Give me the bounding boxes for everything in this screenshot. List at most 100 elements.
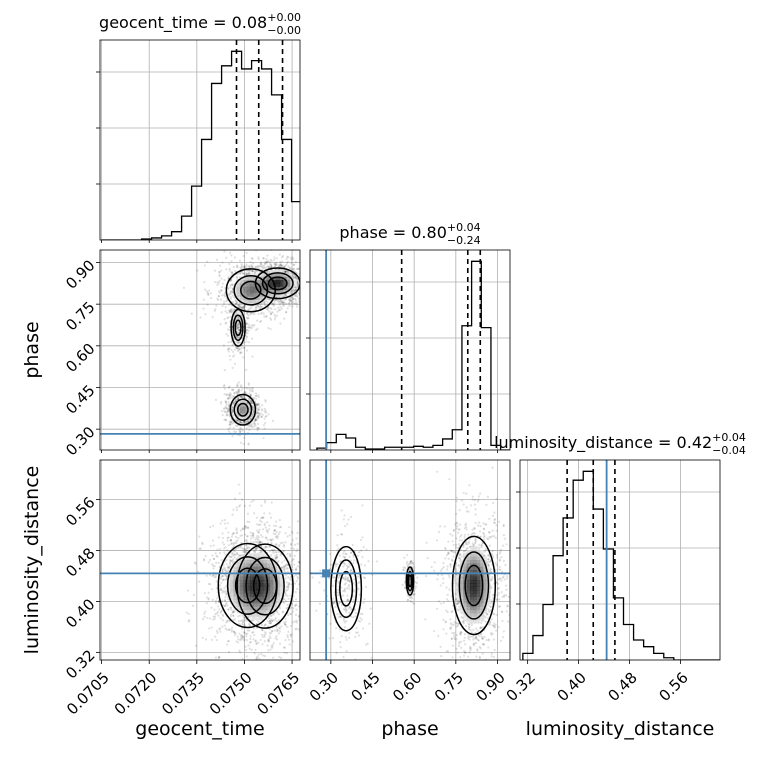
sample-point xyxy=(262,436,265,440)
sample-point xyxy=(218,551,221,555)
sample-point xyxy=(271,302,274,306)
sample-point xyxy=(256,265,259,268)
sample-point xyxy=(245,349,249,352)
sample-point xyxy=(253,652,256,655)
sample-point xyxy=(253,512,256,515)
sample-point xyxy=(270,553,273,557)
density-cell xyxy=(243,553,247,557)
sample-point xyxy=(301,283,303,285)
sample-point xyxy=(266,300,269,304)
sample-point xyxy=(280,566,283,569)
sample-point xyxy=(249,313,252,316)
sample-point xyxy=(278,627,282,630)
sample-point xyxy=(257,427,260,430)
sample-point xyxy=(223,292,226,295)
sample-point xyxy=(286,535,289,538)
sample-point xyxy=(255,411,258,414)
sample-point xyxy=(251,257,254,260)
sample-point xyxy=(272,613,275,616)
sample-point xyxy=(228,394,231,397)
sample-point xyxy=(206,596,209,599)
sample-point xyxy=(209,292,212,295)
sample-point xyxy=(275,556,278,559)
sample-point xyxy=(261,516,264,519)
sample-point xyxy=(235,640,238,643)
sample-point xyxy=(274,554,277,557)
sample-point xyxy=(256,416,260,419)
density-cell xyxy=(243,416,247,421)
contour-level-0 xyxy=(229,393,257,426)
sample-point xyxy=(268,545,271,548)
sample-point xyxy=(244,272,248,275)
sample-point xyxy=(307,558,309,560)
sample-point xyxy=(312,294,314,296)
sample-point xyxy=(244,525,247,528)
sample-point xyxy=(237,388,241,391)
sample-point xyxy=(223,384,226,387)
sample-point xyxy=(241,429,245,432)
sample-point xyxy=(225,563,228,566)
sample-point xyxy=(251,631,254,634)
density-cell xyxy=(293,283,297,287)
sample-point xyxy=(316,275,318,277)
sample-point xyxy=(278,642,282,645)
sample-point xyxy=(236,635,239,638)
sample-point xyxy=(243,420,246,423)
sample-point xyxy=(297,300,300,303)
sample-point xyxy=(223,410,226,413)
sample-point xyxy=(241,272,244,275)
sample-point xyxy=(217,601,220,604)
sample-point xyxy=(270,539,273,542)
sample-point xyxy=(194,562,197,565)
sample-point xyxy=(237,388,240,392)
sample-point xyxy=(236,390,239,393)
sample-point xyxy=(215,629,219,633)
sample-point xyxy=(255,657,258,660)
sample-point xyxy=(290,530,293,533)
sample-point xyxy=(244,386,247,389)
sample-point xyxy=(243,526,246,529)
sample-point xyxy=(253,419,256,422)
sample-point xyxy=(282,565,285,568)
sample-point xyxy=(223,318,226,321)
sample-point xyxy=(251,390,254,393)
sample-point xyxy=(294,628,297,631)
sample-point xyxy=(233,553,236,556)
sample-point xyxy=(275,638,279,641)
sample-point xyxy=(233,354,236,357)
sample-point xyxy=(273,318,276,321)
sample-point xyxy=(292,267,295,270)
sample-point xyxy=(231,663,233,665)
density-cell xyxy=(280,280,284,284)
sample-point xyxy=(259,638,262,642)
sample-point xyxy=(258,414,261,417)
sample-point xyxy=(257,408,261,411)
density-cell xyxy=(240,280,244,284)
sample-point xyxy=(272,665,274,667)
sample-point xyxy=(257,395,260,399)
sample-point xyxy=(192,593,196,596)
sample-point xyxy=(255,547,258,550)
sample-point xyxy=(286,270,290,273)
sample-point xyxy=(292,290,296,293)
sample-point xyxy=(213,269,217,272)
sample-point xyxy=(213,615,217,618)
sample-point xyxy=(250,500,253,503)
sample-point xyxy=(216,548,219,551)
sample-point xyxy=(266,260,269,264)
sample-point xyxy=(232,532,235,535)
sample-point xyxy=(266,538,269,541)
sample-point xyxy=(223,569,227,572)
sample-point xyxy=(259,305,262,308)
sample-point xyxy=(230,559,233,562)
sample-point xyxy=(240,265,243,269)
sample-point xyxy=(238,348,241,351)
sample-point xyxy=(220,581,223,584)
sample-point xyxy=(218,273,221,276)
sample-point xyxy=(283,601,286,605)
sample-point xyxy=(284,270,287,273)
sample-point xyxy=(287,265,290,268)
sample-point xyxy=(265,415,268,418)
density-cell xyxy=(263,290,267,294)
sample-point xyxy=(241,635,244,638)
